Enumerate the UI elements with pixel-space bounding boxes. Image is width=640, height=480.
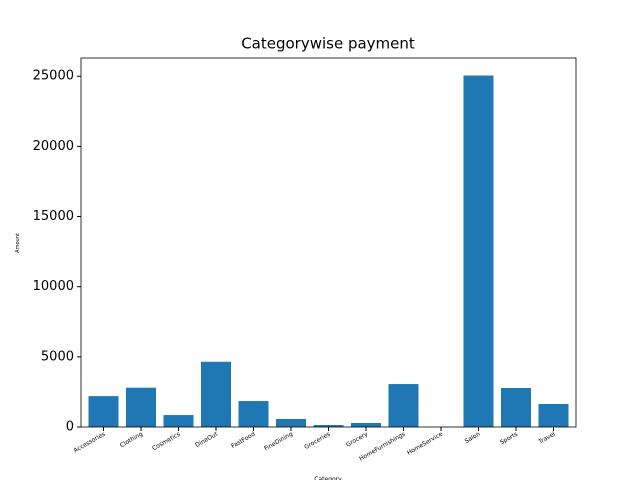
bar — [313, 425, 344, 427]
bar — [538, 403, 569, 427]
x-axis-label: Category — [314, 476, 342, 480]
bar — [88, 396, 119, 427]
bar — [126, 387, 156, 427]
chart-title: Categorywise payment — [241, 35, 415, 53]
bar — [463, 75, 494, 427]
plot-frame — [80, 57, 577, 428]
bar — [388, 384, 419, 427]
y-tick-label: 15000 — [33, 209, 74, 224]
y-tick-label: 0 — [66, 420, 74, 435]
y-tick-label: 20000 — [33, 139, 74, 154]
bar — [163, 415, 194, 427]
y-tick-label: 10000 — [33, 279, 74, 294]
bar — [201, 361, 231, 427]
y-axis-label: Amount — [15, 233, 21, 253]
bar — [238, 401, 269, 427]
y-tick-label: 5000 — [41, 349, 74, 364]
bar — [276, 419, 306, 427]
y-tick-label: 25000 — [33, 69, 74, 84]
bar — [501, 387, 531, 427]
bar — [351, 423, 381, 427]
